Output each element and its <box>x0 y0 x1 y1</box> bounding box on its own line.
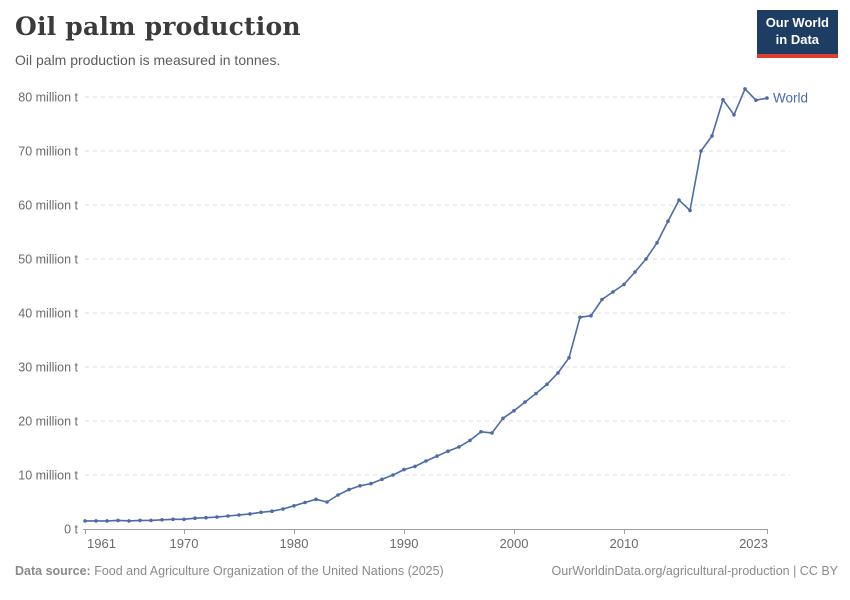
data-source-label: Data source: <box>15 564 91 578</box>
data-point[interactable] <box>578 315 582 320</box>
data-point[interactable] <box>347 487 351 492</box>
world-series-line[interactable] <box>84 88 768 522</box>
data-point[interactable] <box>94 519 98 523</box>
data-point[interactable] <box>666 219 670 223</box>
data-point[interactable] <box>633 270 637 274</box>
data-point[interactable] <box>523 400 527 404</box>
data-point[interactable] <box>303 500 307 505</box>
data-point[interactable] <box>424 459 428 463</box>
data-point[interactable] <box>732 113 736 117</box>
data-point[interactable] <box>325 500 329 504</box>
data-source-text: Food and Agriculture Organization of the… <box>90 564 444 578</box>
data-point[interactable] <box>644 257 648 261</box>
data-point[interactable] <box>699 149 703 153</box>
x-tick-label: 2010 <box>610 536 639 551</box>
data-point[interactable] <box>336 493 340 497</box>
data-point[interactable] <box>655 241 659 245</box>
data-point[interactable] <box>600 297 604 302</box>
y-tick-label: 20 million t <box>18 415 78 429</box>
x-tick-label: 1980 <box>280 536 309 551</box>
data-point[interactable] <box>391 473 395 477</box>
x-tick-label: 1961 <box>87 536 116 551</box>
data-point[interactable] <box>721 97 725 102</box>
data-point[interactable] <box>105 519 109 523</box>
data-point[interactable] <box>457 445 461 449</box>
data-point[interactable] <box>226 514 230 518</box>
line-chart-canvas[interactable]: 0 t 10 million t 20 million t 30 million t 4… <box>0 0 850 558</box>
data-point[interactable] <box>743 87 747 91</box>
data-point[interactable] <box>358 484 362 488</box>
owid-logo[interactable]: Our World in Data <box>756 10 838 58</box>
data-point[interactable] <box>688 208 692 213</box>
chart-subtitle: Oil palm production is measured in tonne… <box>15 52 281 68</box>
data-point[interactable] <box>248 512 252 516</box>
data-point[interactable] <box>138 518 142 523</box>
data-point[interactable] <box>270 509 274 513</box>
data-point[interactable] <box>127 519 131 523</box>
data-point[interactable] <box>171 517 175 522</box>
owid-logo-line2: in Data <box>775 31 820 47</box>
x-tick-label: 1970 <box>170 536 199 551</box>
data-point[interactable] <box>710 134 714 138</box>
data-point[interactable] <box>435 454 439 458</box>
x-tick-label: 2000 <box>500 536 529 551</box>
data-point[interactable] <box>611 290 615 294</box>
data-point[interactable] <box>413 464 417 469</box>
y-tick-label: 30 million t <box>18 361 78 375</box>
x-tick-label: 1990 <box>390 536 419 551</box>
data-point[interactable] <box>281 507 285 511</box>
entity-label-world: World <box>773 91 808 106</box>
data-point[interactable] <box>490 431 494 435</box>
owid-logo-line1: Our World <box>765 15 829 30</box>
data-point[interactable] <box>292 504 296 508</box>
data-point[interactable] <box>160 518 164 522</box>
y-tick-label: 70 million t <box>18 145 78 159</box>
data-point[interactable] <box>677 198 681 202</box>
data-point[interactable] <box>314 497 318 502</box>
data-point[interactable] <box>754 98 758 102</box>
data-point[interactable] <box>501 416 505 421</box>
y-tick-label: 10 million t <box>18 469 78 483</box>
data-point[interactable] <box>83 519 87 523</box>
data-source: Data source: Food and Agriculture Organi… <box>15 564 444 578</box>
data-point[interactable] <box>259 510 263 515</box>
data-point[interactable] <box>237 513 241 517</box>
page-title: Oil palm production <box>15 12 301 41</box>
data-point[interactable] <box>589 313 593 318</box>
y-tick-label: 60 million t <box>18 199 78 213</box>
data-point[interactable] <box>215 515 219 519</box>
data-point[interactable] <box>369 481 373 486</box>
data-point[interactable] <box>204 515 208 520</box>
y-tick-label: 40 million t <box>18 307 78 321</box>
y-tick-label: 0 t <box>64 523 78 537</box>
data-point[interactable] <box>534 391 538 396</box>
data-point[interactable] <box>622 282 626 287</box>
data-point[interactable] <box>556 371 560 375</box>
data-point[interactable] <box>545 382 549 387</box>
data-point[interactable] <box>512 408 516 413</box>
y-tick-label: 50 million t <box>18 253 78 267</box>
data-point[interactable] <box>182 517 186 522</box>
data-point[interactable] <box>193 516 197 520</box>
data-point[interactable] <box>149 518 153 523</box>
data-point[interactable] <box>402 467 406 472</box>
x-tick-label: 2023 <box>739 536 768 551</box>
data-point[interactable] <box>567 356 571 360</box>
owid-citation-link[interactable]: OurWorldinData.org/agricultural-producti… <box>551 564 838 578</box>
data-point[interactable] <box>479 430 483 434</box>
y-tick-label: 80 million t <box>18 91 78 105</box>
data-point[interactable] <box>446 449 450 454</box>
data-point[interactable] <box>468 438 472 443</box>
data-point[interactable] <box>765 96 769 100</box>
data-point[interactable] <box>380 477 384 482</box>
data-point[interactable] <box>116 518 120 523</box>
